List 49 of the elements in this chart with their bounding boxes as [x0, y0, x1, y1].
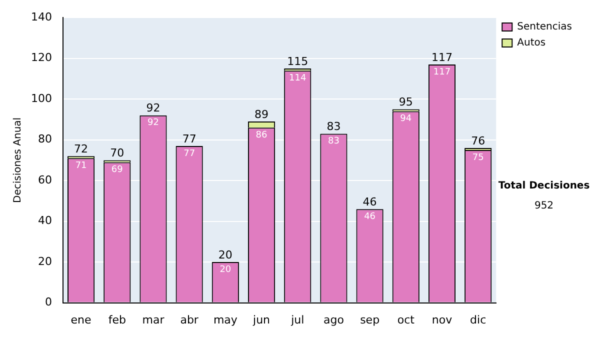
x-tick-label: may [213, 313, 238, 326]
total-label: 72 [74, 142, 88, 156]
total-label: 117 [431, 50, 452, 64]
y-tick-label: 40 [38, 214, 52, 228]
y-tick-label: 120 [30, 51, 52, 64]
data-label: 92 [148, 118, 159, 128]
total-label: 89 [254, 108, 269, 121]
y-tick-label: 80 [38, 132, 52, 146]
y-tick-label: 0 [44, 296, 52, 309]
total-label: 70 [110, 146, 124, 160]
total-label: 115 [287, 54, 308, 68]
y-tick-label: 60 [38, 173, 52, 186]
x-tick-label: ago [323, 313, 344, 326]
x-tick-label: mar [142, 313, 165, 326]
data-label: 117 [433, 67, 451, 78]
y-tick-label: 20 [38, 254, 52, 268]
total-label: 46 [362, 195, 377, 208]
total-label: 20 [218, 248, 232, 262]
x-tick-label: feb [108, 313, 126, 326]
y-tick-label: 100 [30, 92, 52, 105]
total-label: 95 [398, 96, 413, 109]
data-label: 75 [472, 152, 484, 163]
x-tick-label: jul [290, 313, 304, 326]
total-label: 76 [471, 134, 486, 148]
data-label: 94 [400, 114, 412, 124]
data-label: 71 [75, 161, 87, 172]
data-label: 86 [256, 130, 268, 140]
total-label: 83 [326, 120, 341, 134]
text: Total Decisiones [498, 180, 590, 192]
x-tick-label: abr [180, 313, 199, 326]
x-tick-label: nov [432, 313, 453, 326]
x-tick-label: jun [252, 313, 270, 326]
legend-label: Autos [517, 38, 546, 49]
x-tick-label: dic [470, 313, 486, 326]
total-label: 77 [182, 132, 196, 146]
data-label: 77 [184, 148, 196, 159]
x-tick-label: oct [397, 313, 416, 326]
data-label: 20 [220, 264, 232, 275]
x-tick-label: ene [70, 313, 92, 326]
data-label: 83 [328, 136, 340, 147]
y-tick-label: 140 [30, 10, 52, 24]
data-label: 114 [289, 73, 306, 84]
legend-label: Sentencias [517, 22, 572, 33]
data-label: 69 [111, 165, 124, 176]
total-label: 92 [146, 102, 160, 115]
x-tick-label: sep [360, 313, 380, 326]
y-axis-title: Decisiones Anual [12, 117, 24, 203]
text: 952 [534, 200, 554, 212]
data-label: 46 [364, 212, 376, 222]
